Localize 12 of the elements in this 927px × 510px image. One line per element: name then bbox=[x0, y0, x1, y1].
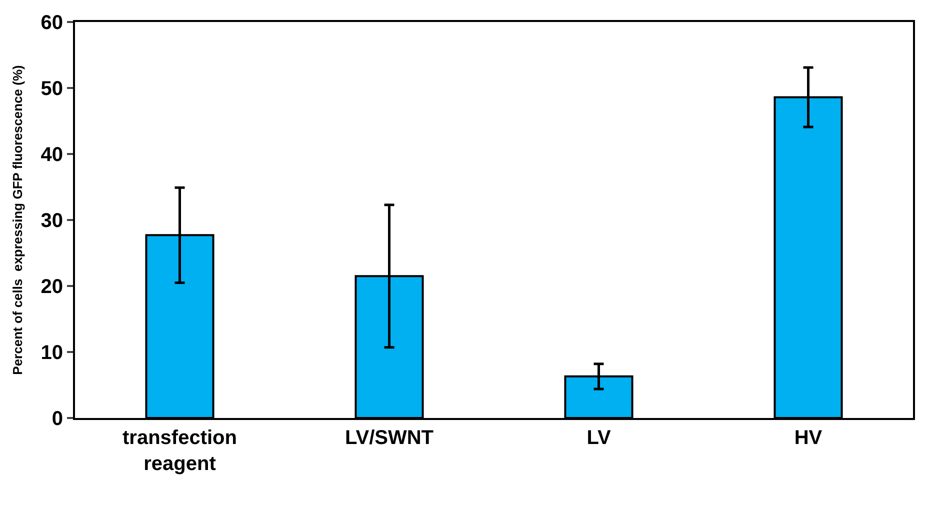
y-tick-label: 50 bbox=[40, 78, 63, 100]
y-tick-label: 40 bbox=[40, 144, 63, 166]
x-tick-label: HV bbox=[794, 427, 823, 449]
y-tick-label: 0 bbox=[52, 408, 63, 430]
x-tick-label: LV bbox=[586, 427, 612, 449]
y-tick-label: 30 bbox=[40, 210, 63, 232]
y-tick-label: 10 bbox=[40, 342, 63, 364]
y-tick-label: 20 bbox=[40, 276, 63, 298]
y-axis-title: Percent of cells expressing GFP fluorescence (%) bbox=[10, 65, 26, 375]
x-tick-label: LV/SWNT bbox=[344, 427, 434, 449]
x-tick-label: transfection reagent bbox=[122, 427, 237, 475]
y-tick-label: 60 bbox=[40, 12, 63, 34]
